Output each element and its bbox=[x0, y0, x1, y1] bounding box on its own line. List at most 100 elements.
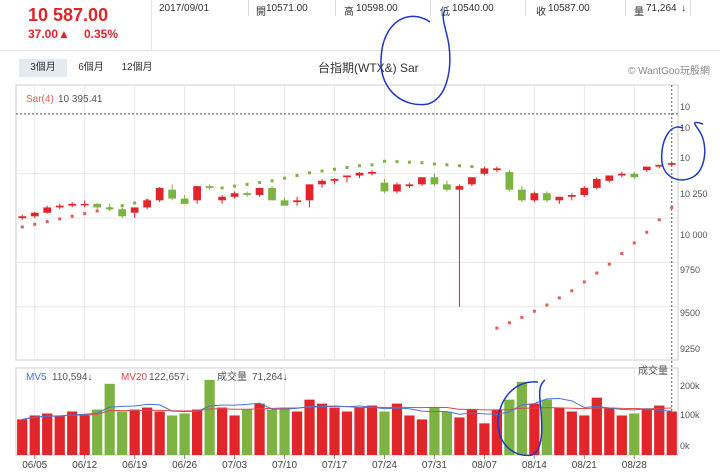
volume-axis-label: 100k bbox=[680, 410, 700, 420]
candle-body bbox=[130, 207, 139, 213]
volume-bar bbox=[316, 403, 328, 455]
sar-dot bbox=[520, 315, 524, 319]
x-tick-label: 08/21 bbox=[572, 460, 597, 471]
mv20-legend-label: MV20 bbox=[121, 372, 148, 383]
sar-dot bbox=[532, 309, 536, 313]
sar-dot bbox=[670, 205, 674, 209]
candle-body bbox=[218, 196, 226, 201]
volume-bar bbox=[266, 409, 278, 455]
volume-bar bbox=[429, 407, 440, 455]
volume-bar bbox=[79, 415, 90, 455]
quote-header: 10 587.00 37.00▲ 0.35% 2017/09/01 開 1057… bbox=[0, 0, 720, 51]
sar-dot bbox=[507, 321, 511, 325]
volume-bar bbox=[216, 407, 228, 455]
volume-bar bbox=[379, 411, 390, 455]
candle-body bbox=[230, 193, 239, 197]
volume-bar bbox=[241, 409, 253, 455]
candle-body bbox=[493, 168, 501, 171]
sar-dot bbox=[308, 171, 312, 175]
volume-bar bbox=[579, 415, 590, 455]
candle-body bbox=[567, 195, 576, 197]
volume-bar bbox=[154, 411, 165, 455]
divider bbox=[625, 0, 626, 16]
sar-dot bbox=[270, 179, 274, 183]
range-12-months-button[interactable]: 12個月 bbox=[121, 62, 153, 73]
volume-bar bbox=[666, 411, 677, 455]
volume-bar bbox=[92, 409, 103, 455]
range-3-months-button[interactable]: 3個月 bbox=[19, 59, 67, 77]
candle-body bbox=[505, 171, 514, 190]
candle-body bbox=[455, 186, 464, 190]
sar-dot bbox=[233, 184, 237, 188]
candle-body bbox=[318, 180, 326, 185]
candle-body bbox=[555, 196, 564, 201]
volume-bar bbox=[466, 409, 478, 455]
volume-bar bbox=[229, 415, 240, 455]
volume-label: 量 bbox=[634, 7, 644, 18]
candle-body bbox=[118, 209, 127, 217]
sar-dot bbox=[58, 217, 62, 221]
candle-body bbox=[143, 200, 152, 208]
candle-body bbox=[443, 184, 451, 190]
volume-bar bbox=[554, 407, 565, 455]
candle-body bbox=[180, 198, 189, 204]
volume-legend-label: 成交量 bbox=[217, 370, 247, 383]
x-tick-label: 07/17 bbox=[322, 460, 347, 471]
volume-bar bbox=[117, 411, 128, 455]
sar-dot bbox=[220, 186, 224, 190]
close-label: 收 bbox=[536, 7, 546, 18]
volume-bar bbox=[54, 415, 65, 455]
volume-value: 71,264 bbox=[646, 3, 677, 14]
sar-legend-value: 10 395.41 bbox=[58, 94, 103, 105]
sar-dot bbox=[258, 181, 262, 185]
volume-bar bbox=[516, 381, 527, 455]
volume-bar bbox=[479, 423, 490, 455]
candle-body bbox=[355, 172, 364, 176]
y-tick-label: 10 bbox=[680, 102, 690, 112]
sar-dot bbox=[632, 241, 636, 245]
x-tick-label: 07/24 bbox=[372, 460, 397, 471]
sar-dot bbox=[120, 204, 124, 208]
y-tick-label: 10 bbox=[680, 153, 690, 163]
x-tick-label: 07/31 bbox=[422, 460, 447, 471]
volume-bar bbox=[341, 411, 353, 455]
candle-body bbox=[305, 184, 314, 201]
quote-date: 2017/09/01 bbox=[159, 3, 210, 14]
x-tick-label: 06/19 bbox=[122, 460, 147, 471]
candle-body bbox=[592, 179, 601, 188]
sar-dot bbox=[495, 326, 499, 330]
volume-bar bbox=[291, 411, 303, 455]
divider bbox=[525, 0, 526, 16]
candle-body bbox=[18, 216, 27, 219]
sar-dot bbox=[445, 163, 449, 167]
sar-dot bbox=[595, 271, 599, 275]
candle-body bbox=[405, 184, 414, 187]
open-value: 10571.00 bbox=[266, 3, 308, 14]
x-tick-label: 07/03 bbox=[222, 460, 247, 471]
x-tick-label: 08/14 bbox=[522, 460, 547, 471]
candle-body bbox=[542, 193, 551, 201]
sar-dot bbox=[432, 162, 436, 166]
high-label: 高 bbox=[344, 7, 354, 18]
sar-dot bbox=[457, 164, 461, 168]
divider bbox=[690, 0, 691, 16]
sar-dot bbox=[295, 173, 299, 177]
sar-legend-label: Sar(4) bbox=[26, 94, 54, 105]
x-tick-label: 06/12 bbox=[72, 460, 97, 471]
sar-dot bbox=[557, 296, 561, 300]
candle-body bbox=[168, 189, 177, 199]
volume-axis-label: 0k bbox=[680, 441, 690, 451]
volume-bar bbox=[604, 407, 615, 455]
sar-dot bbox=[333, 167, 337, 171]
range-6-months-button[interactable]: 6個月 bbox=[78, 62, 104, 73]
volume-bar bbox=[616, 415, 627, 455]
sar-dot bbox=[20, 225, 24, 229]
candle-body bbox=[55, 205, 64, 208]
mv5-legend-label: MV5 bbox=[26, 372, 47, 383]
y-tick-label: 10 bbox=[680, 123, 690, 133]
candle-body bbox=[667, 163, 676, 165]
volume-panel-title: 成交量 bbox=[638, 364, 668, 377]
volume-bar bbox=[279, 407, 290, 455]
volume-bar bbox=[167, 415, 178, 455]
candle-body bbox=[205, 186, 214, 188]
